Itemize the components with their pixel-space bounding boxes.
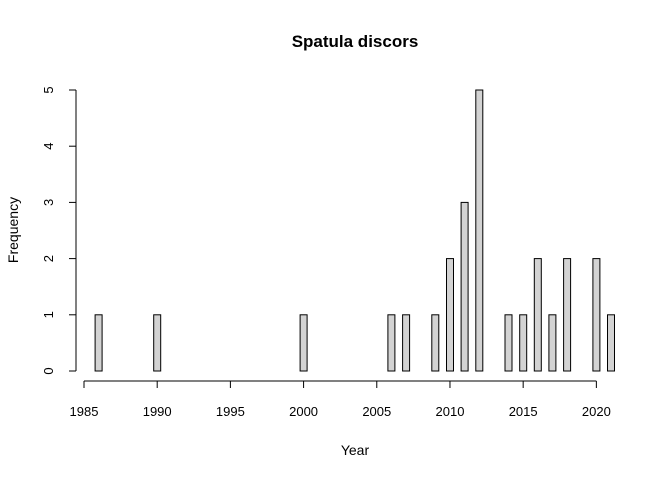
bar-1986	[94, 314, 103, 372]
bar-2016	[533, 258, 542, 372]
bar-2018	[563, 258, 572, 372]
x-tick-label-2015: 2015	[509, 404, 538, 419]
x-axis: 1985 1990 1995 2000 2005 2010 2015 2020	[70, 380, 611, 419]
bar-2007	[402, 314, 411, 372]
bar-2014	[504, 314, 513, 372]
bar-1990	[153, 314, 162, 372]
x-tick-label-1990: 1990	[143, 404, 172, 419]
bar-2020	[592, 258, 601, 372]
y-tick-label-5: 5	[41, 86, 56, 93]
x-tick-label-2010: 2010	[436, 404, 465, 419]
bar-2000	[299, 314, 308, 372]
y-tick-label-2: 2	[41, 255, 56, 262]
x-axis-label: Year	[341, 442, 370, 458]
bars-group	[94, 89, 615, 372]
bar-2017	[548, 314, 557, 372]
x-tick-label-2020: 2020	[582, 404, 611, 419]
y-tick-label-4: 4	[41, 143, 56, 150]
chart-title: Spatula discors	[292, 32, 419, 51]
bar-2012	[475, 89, 484, 372]
bar-2010	[446, 258, 454, 372]
y-axis: 0 1 2 3 4 5	[41, 86, 77, 375]
bar-2011	[460, 201, 469, 372]
bar-2006	[387, 314, 396, 372]
y-tick-label-0: 0	[41, 367, 56, 374]
bar-2015	[519, 314, 528, 372]
x-tick-label-2005: 2005	[362, 404, 391, 419]
bar-2009	[431, 314, 440, 372]
x-tick-label-1985: 1985	[70, 404, 99, 419]
x-tick-label-1995: 1995	[216, 404, 245, 419]
y-tick-label-1: 1	[41, 311, 56, 318]
y-tick-label-3: 3	[41, 199, 56, 206]
x-tick-label-2000: 2000	[289, 404, 318, 419]
bar-2021	[607, 314, 615, 372]
y-axis-label: Frequency	[5, 197, 21, 263]
